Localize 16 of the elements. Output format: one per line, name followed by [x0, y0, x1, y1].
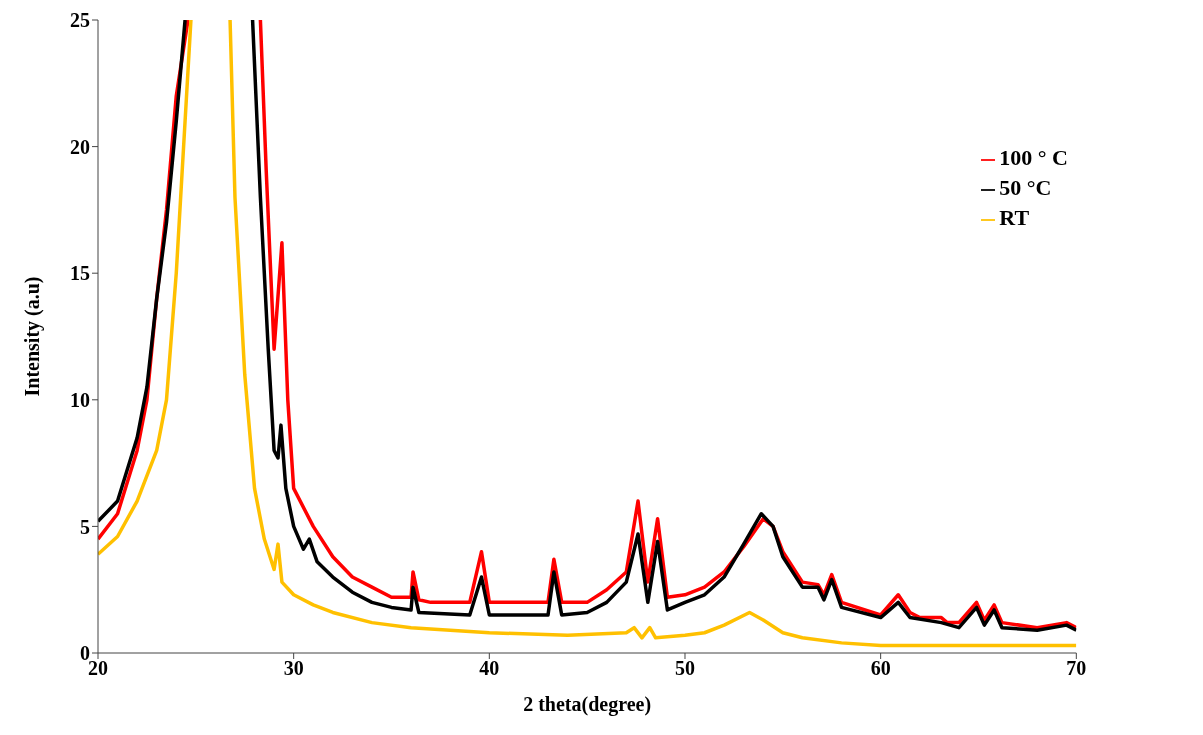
legend-label: 50 °C: [999, 175, 1052, 200]
y-tick-label: 20: [70, 135, 90, 158]
x-tick-label: 60: [870, 657, 891, 680]
y-axis-title: Intensity (a.u): [21, 276, 45, 397]
y-tick-label: 5: [80, 515, 90, 538]
x-tick-label: 40: [479, 657, 500, 680]
legend-label: RT: [999, 205, 1030, 230]
x-tick-label: 50: [674, 657, 695, 680]
legend-label: 100 ° C: [999, 145, 1068, 170]
y-tick-label: 25: [70, 9, 90, 32]
x-tick-label: 30: [283, 657, 304, 680]
x-tick-label: 70: [1066, 657, 1087, 680]
y-tick-label: 0: [80, 642, 90, 665]
y-tick-label: 10: [70, 388, 90, 411]
y-tick-label: 15: [70, 262, 90, 285]
x-axis-title: 2 theta(degree): [523, 693, 652, 717]
